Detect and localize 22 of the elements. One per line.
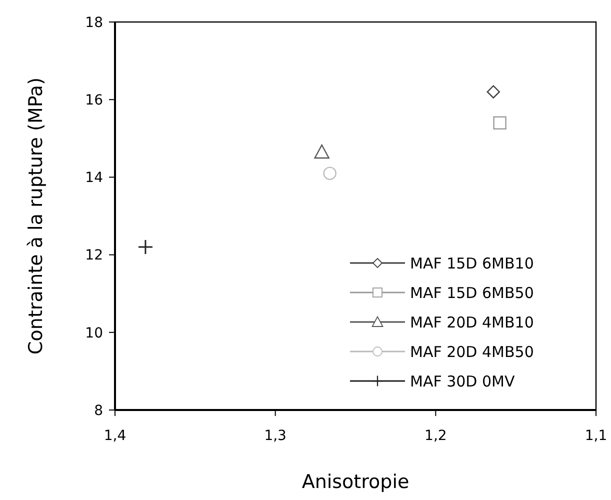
point: [493, 116, 506, 130]
y-axis-title: Contrainte à la rupture (MPa): [25, 78, 47, 354]
y-tick-label: 18: [85, 14, 103, 31]
x-tick-label: 1,1: [584, 428, 608, 444]
x-tick-label: 1,3: [264, 428, 286, 444]
legend-label: MAF 15D 6MB10: [410, 254, 534, 272]
y-tick-label: 10: [85, 325, 103, 342]
y-tick-label: 16: [85, 92, 104, 108]
point: [314, 144, 330, 159]
point: [486, 85, 500, 98]
point: [138, 239, 154, 255]
y-tick-label: 8: [94, 402, 103, 419]
legend-label: MAF 20D 4MB10: [410, 313, 534, 332]
point: [323, 166, 336, 180]
x-tick-label: 1,2: [424, 428, 447, 444]
y-tick-label: 12: [85, 248, 103, 264]
legend-label: MAF 15D 6MB50: [410, 284, 534, 302]
y-tick-label: 14: [85, 170, 104, 186]
legend-label: MAF 20D 4MB50: [410, 342, 534, 361]
x-axis-title: Anisotropie: [302, 471, 410, 493]
x-tick-label: 1,4: [104, 428, 126, 444]
legend-label: MAF 30D 0MV: [410, 372, 516, 390]
